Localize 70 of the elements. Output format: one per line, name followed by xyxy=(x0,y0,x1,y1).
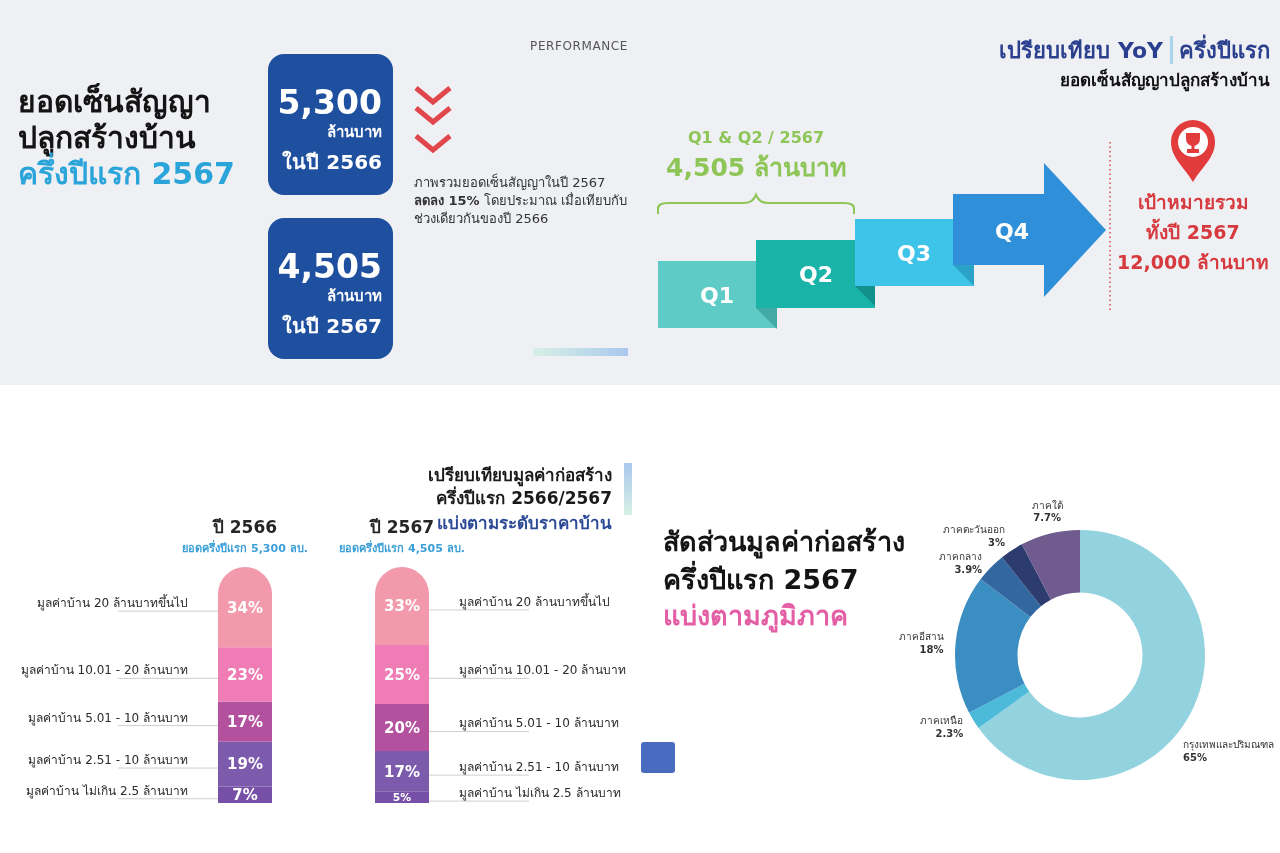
data-label: 5% xyxy=(392,790,412,804)
donut-slice xyxy=(955,579,1031,713)
slice-label: ภาคเหนือ xyxy=(920,714,964,726)
donut-slice xyxy=(1021,530,1080,600)
text: 4,505 xyxy=(277,247,382,286)
text: Q1 xyxy=(699,283,735,308)
text: 4,505 ล้านบาท xyxy=(666,153,846,182)
text: เปรียบเทียบ YoY xyxy=(999,38,1165,63)
slice-label: กรุงเทพและปริมณฑล xyxy=(1183,739,1274,752)
text: ยอดเซ็นสัญญาปลูกสร้างบ้าน xyxy=(1060,68,1270,92)
text: ช่วงเดียวกันของปี 2566 xyxy=(414,211,549,226)
text: เป้าหมายรวม xyxy=(1137,191,1249,213)
donut-slice xyxy=(1002,544,1051,607)
text: ในปี 2567 xyxy=(282,314,382,338)
text: PERFORMANCE xyxy=(530,39,628,53)
text: แบ่งตามระดับราคาบ้าน xyxy=(437,513,612,533)
bar xyxy=(218,647,272,702)
data-label: 20% xyxy=(384,718,420,737)
text: Q4 xyxy=(994,219,1030,244)
data-label: 65% xyxy=(1183,752,1207,764)
donut-slice xyxy=(969,683,1030,729)
data-label: 19% xyxy=(227,755,263,774)
text: Q1 & Q2 / 2567 xyxy=(687,128,825,147)
text: Q2 xyxy=(798,262,834,287)
text: ลดลง 15% xyxy=(414,193,480,208)
text: ในปี 2566 xyxy=(282,150,382,174)
text: มูลค่าบ้าน 20 ล้านบาทขึ้นไป xyxy=(37,594,188,612)
data-label: 7% xyxy=(232,786,258,805)
slice-label: ภาคตะวันออก xyxy=(943,524,1006,536)
x-tick-label: ปี 2566 xyxy=(211,517,278,537)
data-label: 17% xyxy=(384,762,420,781)
data-label: 25% xyxy=(384,665,420,684)
text: มูลค่าบ้าน ไม่เกิน 2.5 ล้านบาท xyxy=(459,786,621,801)
text: มูลค่าบ้าน 5.01 - 10 ล้านบาท xyxy=(28,710,188,726)
text: แบ่งตามภูมิภาค xyxy=(663,600,848,633)
text: ทั้งปี 2567 xyxy=(1146,218,1240,243)
text: 5,300 xyxy=(277,83,382,122)
data-label: 17% xyxy=(227,712,263,731)
text: ล้านบาท xyxy=(327,123,382,141)
text: เปรียบเทียบมูลค่าก่อสร้าง ครึ่งปีแรก 2566/2567 xyxy=(428,465,612,508)
slice-label: ภาคกลาง xyxy=(939,551,983,563)
bar xyxy=(375,644,429,704)
data-label: 7.7% xyxy=(1033,512,1062,523)
x-tick-label: ปี 2567 xyxy=(368,517,435,537)
data-label: 3% xyxy=(988,537,1006,549)
data-label: 2.3% xyxy=(935,727,964,739)
text: มูลค่าบ้าน 2.51 - 10 ล้านบาท xyxy=(459,760,619,775)
text: มูลค่าบ้าน 2.51 - 10 ล้านบาท xyxy=(28,753,188,769)
data-label: 23% xyxy=(227,665,263,684)
text: มูลค่าบ้าน 10.01 - 20 ล้านบาท xyxy=(20,663,188,679)
slice-label: ภาคใต้ xyxy=(1031,500,1063,511)
donut-slice xyxy=(980,557,1042,618)
data-label: 34% xyxy=(227,598,263,617)
text: ครึ่งปีแรก xyxy=(1179,34,1270,63)
slice-label: ภาคอีสาน xyxy=(898,631,944,643)
text: สัดส่วนมูลค่าก่อสร้าง ครึ่งปีแรก 2567 xyxy=(663,526,905,595)
text: Q3 xyxy=(896,241,932,266)
text: มูลค่าบ้าน 5.01 - 10 ล้านบาท xyxy=(459,716,619,731)
text: มูลค่าบ้าน ไม่เกิน 2.5 ล้านบาท xyxy=(26,783,188,799)
text: มูลค่าบ้าน 20 ล้านบาทขึ้นไป xyxy=(459,594,610,609)
data-label: 3.9% xyxy=(954,564,983,576)
data-label: 33% xyxy=(384,597,420,616)
text: ยอดครึ่งปีแรก 4,505 ลบ. xyxy=(339,540,465,555)
data-label: 18% xyxy=(919,644,944,656)
text: ล้านบาท xyxy=(327,287,382,305)
text: ภาพรวมยอดเซ็นสัญญาในปี 2567 xyxy=(414,173,606,190)
text: มูลค่าบ้าน 10.01 - 20 ล้านบาท xyxy=(459,663,627,678)
text: ยอดครึ่งปีแรก 5,300 ลบ. xyxy=(182,540,308,555)
text: 12,000 ล้านบาท xyxy=(1117,251,1269,273)
text: โดยประมาณ เมื่อเทียบกับ xyxy=(479,192,627,208)
